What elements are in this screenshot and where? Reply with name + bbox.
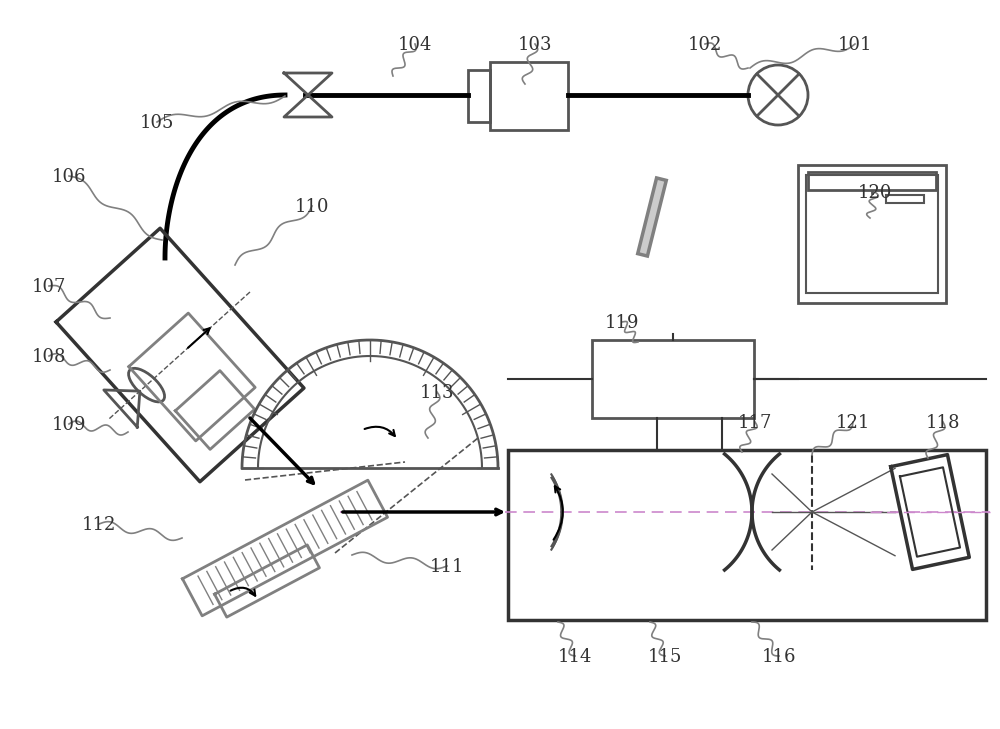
- Text: 117: 117: [738, 414, 772, 432]
- Bar: [490, 62, 568, 130]
- Text: 105: 105: [140, 114, 174, 132]
- Text: 109: 109: [52, 416, 87, 434]
- Bar: [508, 450, 986, 620]
- Text: 104: 104: [398, 36, 432, 54]
- Text: 116: 116: [762, 648, 796, 666]
- Bar: [808, 172, 936, 190]
- Text: 121: 121: [836, 414, 870, 432]
- Text: 111: 111: [430, 558, 464, 576]
- Text: 112: 112: [82, 516, 116, 534]
- Text: 110: 110: [295, 198, 330, 216]
- Text: 106: 106: [52, 168, 87, 186]
- Bar: [468, 70, 490, 122]
- Text: 101: 101: [838, 36, 872, 54]
- Text: 107: 107: [32, 278, 66, 296]
- Text: 114: 114: [558, 648, 592, 666]
- Text: 102: 102: [688, 36, 722, 54]
- Bar: [806, 175, 938, 293]
- Text: 120: 120: [858, 184, 892, 202]
- Bar: [592, 340, 754, 418]
- Text: 103: 103: [518, 36, 552, 54]
- Bar: [798, 165, 946, 303]
- Polygon shape: [638, 178, 666, 256]
- Text: 113: 113: [420, 384, 454, 402]
- Bar: [886, 195, 924, 203]
- Text: 108: 108: [32, 348, 66, 366]
- Text: 115: 115: [648, 648, 682, 666]
- Text: 118: 118: [926, 414, 960, 432]
- Text: 119: 119: [605, 314, 640, 332]
